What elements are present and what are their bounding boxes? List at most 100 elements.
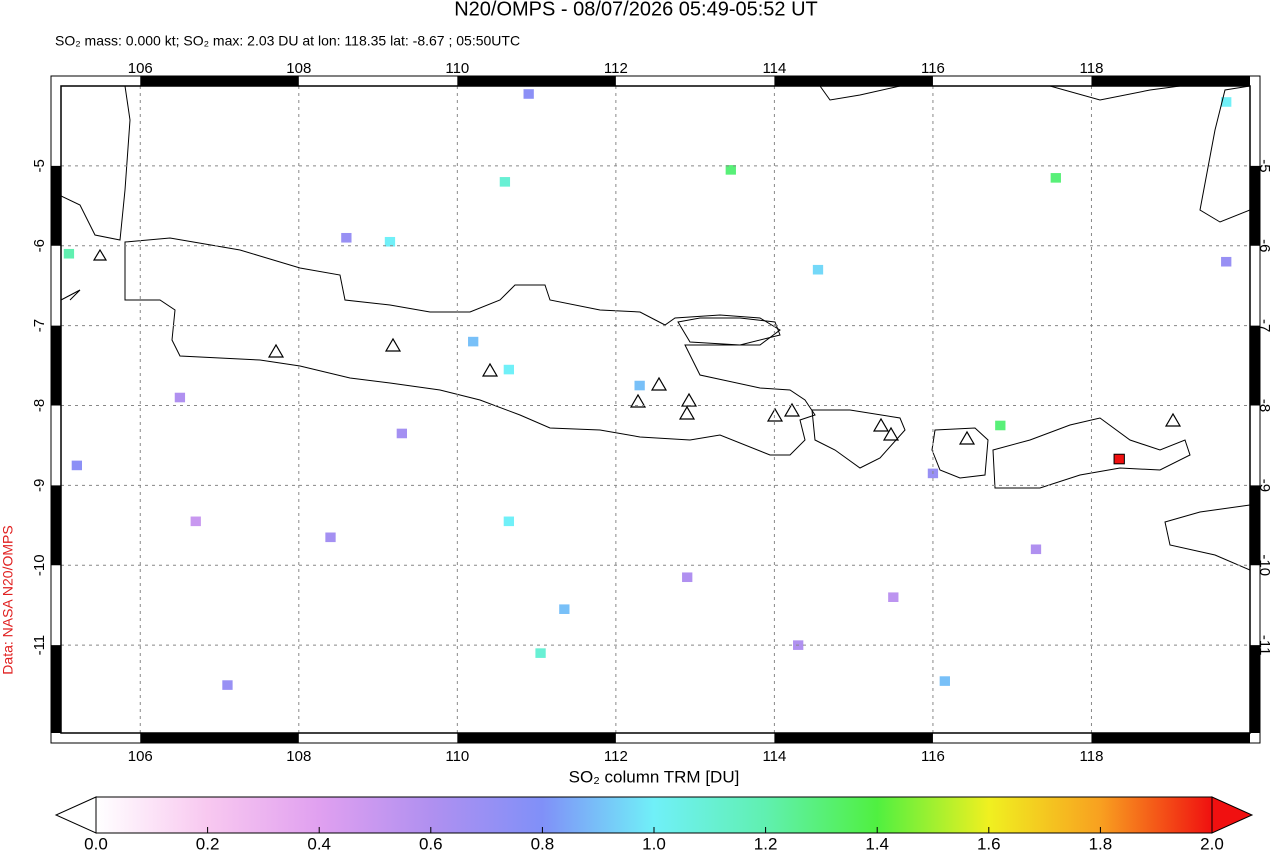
frame-bar <box>1091 76 1250 86</box>
y-tick-label: -9 <box>31 479 48 492</box>
so2-pixel <box>888 592 899 603</box>
colorbar-tick-label: 0.0 <box>84 834 108 853</box>
volcano <box>680 392 698 407</box>
so2-pixel <box>499 177 511 187</box>
x-tick-label: 114 <box>762 60 786 77</box>
colorbar-arrow-low <box>54 796 97 834</box>
volcano <box>92 248 108 261</box>
volcano <box>958 430 976 445</box>
volcano <box>882 426 900 441</box>
so2-pixel <box>634 380 645 391</box>
so2-pixel <box>63 248 75 259</box>
so2-pixel <box>559 604 570 614</box>
x-tick-label: 118 <box>1080 60 1104 77</box>
frame-bar <box>1250 485 1260 566</box>
so2-pixel <box>174 392 186 403</box>
volcano <box>650 376 668 391</box>
y-tick-label: -6 <box>1256 239 1272 252</box>
coast-sumba <box>1164 504 1250 571</box>
x-tick-label: 106 <box>128 748 153 765</box>
frame-bar <box>51 325 61 406</box>
colorbar-tick-label: 0.2 <box>196 834 220 853</box>
x-tick-label: 110 <box>445 748 469 765</box>
so2-pixel <box>995 420 1006 431</box>
so2-pixel <box>222 680 233 690</box>
frame-bar <box>457 733 616 743</box>
x-tick-label: 108 <box>286 748 311 765</box>
colorbar-tick-label: 1.8 <box>1089 834 1113 853</box>
colorbar-tick-label: 0.6 <box>419 834 443 853</box>
coast-sumatra <box>61 86 131 301</box>
frame-bar <box>457 76 616 86</box>
colorbar-tick-label: 0.8 <box>531 834 555 853</box>
x-tick-label: 110 <box>445 60 469 77</box>
so2-pixel <box>1221 256 1232 267</box>
frame-bar <box>774 76 933 86</box>
volcano <box>481 362 499 377</box>
volcano <box>678 405 696 420</box>
frame-bar <box>1250 645 1260 733</box>
colorbar-label: SO₂ column TRM [DU] <box>569 767 740 786</box>
colorbar-tick-label: 1.0 <box>642 834 666 853</box>
volcano <box>872 417 890 432</box>
x-tick-label: 112 <box>604 748 628 765</box>
so2-pixel <box>1050 173 1061 183</box>
x-tick-label: 116 <box>921 748 945 765</box>
x-tick-label: 108 <box>286 60 311 77</box>
y-tick-label: -9 <box>1256 479 1272 492</box>
colorbar-tick-label: 1.2 <box>754 834 778 853</box>
colorbar-tick-label: 2.0 <box>1200 834 1224 853</box>
coastlines <box>61 86 1250 571</box>
x-tick-label: 114 <box>762 748 786 765</box>
colorbar: SO₂ column TRM [DU] 0.0 0.2 0.4 0.6 0.8 1.0 1.2… <box>54 767 1254 853</box>
y-tick-label: -8 <box>31 399 48 412</box>
so2-pixel <box>341 232 352 243</box>
y-tick-label: -10 <box>1256 554 1272 576</box>
frame-bar <box>1250 165 1260 246</box>
so2-pixel <box>1113 453 1125 465</box>
volcanoes <box>92 248 1182 445</box>
so2-pixel <box>71 460 83 471</box>
so2-pixel <box>812 264 824 275</box>
y-tick-label: -11 <box>1256 635 1272 656</box>
frame-bar <box>51 485 61 566</box>
pixel-layer <box>63 89 1232 690</box>
coast-madura <box>677 317 781 346</box>
x-tick-label: 116 <box>921 60 945 77</box>
so2-pixel <box>384 236 396 247</box>
so2-pixel <box>468 336 479 347</box>
frame-bar <box>774 733 933 743</box>
y-tick-label: -8 <box>1256 399 1272 412</box>
y-tick-label: -7 <box>1256 319 1272 332</box>
volcano <box>766 407 784 422</box>
y-tick-label: -6 <box>31 239 48 252</box>
so2-pixel <box>190 516 201 527</box>
frame-bar <box>1250 325 1260 406</box>
so2-pixel <box>1221 97 1232 107</box>
frame-bar <box>140 76 299 86</box>
outer-frame <box>50 75 1261 744</box>
x-tick-label: 112 <box>604 60 628 77</box>
frame-bar <box>140 733 299 743</box>
volcano <box>629 393 647 408</box>
x-tick-label: 106 <box>128 60 153 77</box>
volcano <box>783 402 801 417</box>
colorbar-tick-label: 1.4 <box>865 834 889 853</box>
so2-pixel <box>396 428 407 439</box>
so2-pixel <box>325 532 336 543</box>
so2-pixel <box>939 676 950 686</box>
coast-sumbawa <box>992 417 1191 489</box>
volcano <box>384 337 402 352</box>
coast-borneo <box>819 86 1181 101</box>
so2-pixel <box>535 648 546 658</box>
title: N20/OMPS - 08/07/2026 05:49-05:52 UT <box>454 0 818 20</box>
y-tick-label: -11 <box>31 635 48 656</box>
coast-bali <box>811 409 906 469</box>
so2-pixel <box>682 572 693 583</box>
credit: Data: NASA N20/OMPS <box>0 525 16 674</box>
y-tick-label: -5 <box>1256 159 1272 172</box>
coast-sulawesi <box>1199 86 1250 223</box>
map-frame <box>60 85 1251 734</box>
so2-pixel <box>503 364 515 375</box>
